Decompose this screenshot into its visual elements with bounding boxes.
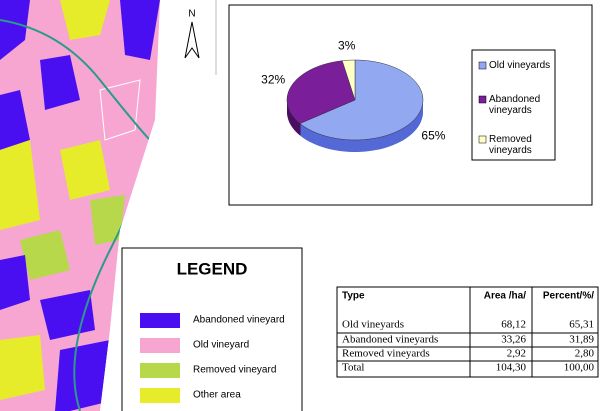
table-cell: Abandoned vineyards (342, 334, 438, 346)
table-cell: 68,12 (501, 319, 526, 331)
legend-label: Abandoned vineyards (489, 94, 541, 116)
legend-title: LEGEND (177, 259, 248, 278)
legend-swatch (140, 388, 180, 403)
legend-swatch (478, 95, 487, 104)
table-cell: 2,92 (507, 348, 526, 360)
legend-frame (121, 247, 303, 411)
pie-slice (341, 59, 356, 101)
legend-label-box: Old vineyards (489, 60, 551, 71)
legend-label: Abandoned vineyard (193, 315, 285, 326)
legend-label: Removed vineyards (489, 134, 532, 156)
table-header: Type (342, 291, 365, 302)
legend-swatch (140, 313, 180, 328)
area-table: Type Area /ha/Percent/%/ Old vineyards 68,1… (336, 286, 599, 378)
legend-label-box: Abandoned vineyards (489, 94, 541, 116)
table-cell: Total (342, 362, 364, 374)
compass-label: N (188, 9, 195, 20)
table-cell: Old vineyards (342, 319, 404, 331)
table-cell: 104,30 (496, 362, 527, 374)
legend-label: Old vineyard (193, 340, 249, 351)
table-cell: 65,31 (569, 319, 594, 331)
table-cell: 100,00 (564, 362, 595, 374)
table-cell: 33,26 (501, 334, 526, 346)
value-label: 32% (261, 72, 285, 86)
pie: 65% 32% 3% (261, 38, 446, 153)
legend-swatch (478, 135, 487, 144)
pie-slice (286, 60, 356, 124)
legend-swatch (140, 338, 180, 353)
map-legend: Abandoned vineyard Old vineyard Removed vi… (140, 313, 285, 403)
table-header: Percent/%/ (543, 291, 594, 302)
pie-legend: Old vineyards Abandoned vineyards Removed … (478, 60, 551, 156)
table-cell: 31,89 (569, 334, 594, 346)
legend-label: Removed vineyard (193, 365, 276, 376)
table-cell: Removed vineyards (342, 348, 430, 360)
value-label: 65% (421, 129, 445, 143)
pie-slice (299, 59, 424, 141)
compass-arrow (184, 21, 200, 59)
legend-label: Other area (193, 390, 241, 401)
legend-label: Old vineyards (489, 60, 551, 71)
legend-swatch (478, 61, 487, 70)
legend-label-box: Removed vineyards (489, 134, 532, 156)
value-label: 3% (338, 38, 356, 52)
table-header: Area /ha/ (484, 291, 526, 302)
legend-swatch (140, 363, 180, 378)
table-cell: 2,80 (575, 348, 595, 360)
